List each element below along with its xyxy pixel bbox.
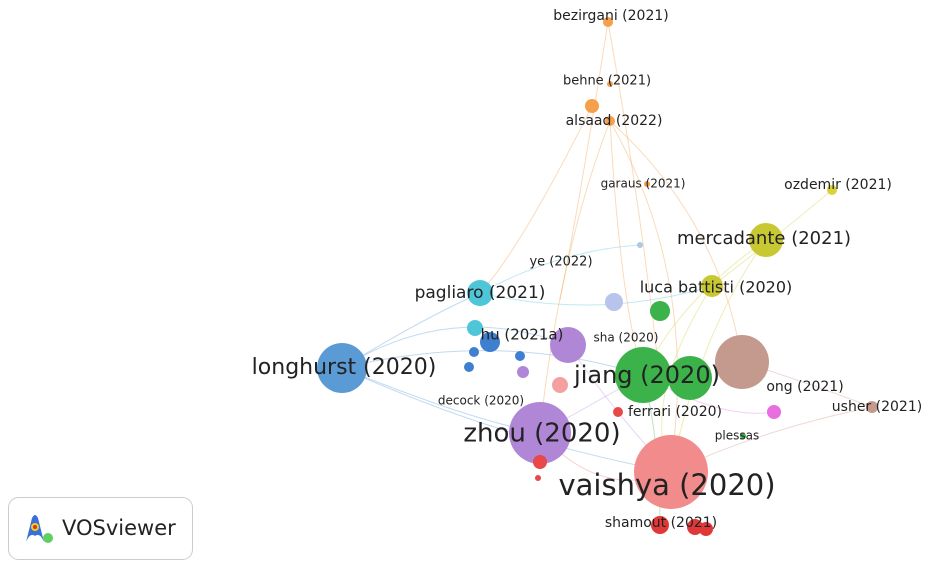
- node: [613, 407, 623, 417]
- node-label: ye (2022): [529, 255, 592, 270]
- node-label: ferrari (2020): [628, 404, 722, 420]
- node: [767, 405, 781, 419]
- node-label: garaus (2021): [601, 177, 686, 191]
- node: [552, 377, 568, 393]
- node: [533, 455, 547, 469]
- edge: [559, 21, 609, 301]
- node-label: usher (2021): [832, 399, 922, 415]
- node: [515, 351, 525, 361]
- node-label: zhou (2020): [463, 419, 620, 449]
- node: [687, 519, 703, 535]
- edge: [479, 105, 593, 294]
- node-label: ozdemir (2021): [784, 177, 892, 193]
- node-label: bezirgani (2021): [553, 8, 668, 24]
- node: [535, 475, 541, 481]
- node-label: sha (2020): [594, 331, 659, 345]
- edge: [341, 326, 569, 369]
- node-label: plessas: [715, 429, 759, 443]
- logo-box: [8, 497, 193, 560]
- node: [605, 116, 615, 126]
- node: [637, 242, 643, 248]
- node: [668, 356, 712, 400]
- edge: [341, 367, 672, 473]
- node: [550, 327, 586, 363]
- logo-icon: [33, 525, 37, 529]
- node: [650, 301, 670, 321]
- node-label: alsaad (2022): [566, 113, 663, 129]
- node-label: mercadante (2021): [677, 228, 851, 249]
- edge: [479, 244, 641, 294]
- node-label: hu (2021a): [481, 326, 564, 344]
- node: [634, 435, 708, 509]
- node: [605, 293, 623, 311]
- node-label: shamout (2021): [605, 515, 717, 531]
- node-label: vaishya (2020): [558, 468, 775, 502]
- node: [464, 362, 474, 372]
- node: [715, 335, 769, 389]
- logo-icon: [43, 533, 53, 543]
- node-label: ong (2021): [766, 379, 843, 395]
- node: [866, 401, 878, 413]
- logo: VOSviewer: [8, 497, 193, 560]
- edges: [341, 21, 873, 526]
- node: [740, 433, 746, 439]
- node: [467, 280, 493, 306]
- node: [607, 81, 613, 87]
- node: [615, 347, 671, 403]
- node: [585, 99, 599, 113]
- node-label: longhurst (2020): [252, 355, 437, 380]
- nodes: [317, 17, 878, 536]
- labels: bezirgani (2021) behne (2021) alsaad (20…: [252, 8, 923, 531]
- node-label: jiang (2020): [573, 361, 720, 389]
- node-label: pagliaro (2021): [415, 283, 546, 303]
- edge: [609, 120, 678, 471]
- node: [509, 402, 571, 464]
- node: [467, 320, 483, 336]
- node: [749, 223, 783, 257]
- node-label: behne (2021): [563, 74, 651, 89]
- edge: [607, 21, 661, 381]
- node: [469, 347, 479, 357]
- edge: [539, 120, 611, 431]
- node: [644, 181, 650, 187]
- node: [517, 366, 529, 378]
- edge: [609, 120, 743, 363]
- node-label: decock (2020): [438, 394, 524, 408]
- logo-text: VOSviewer: [62, 516, 176, 540]
- node: [827, 185, 837, 195]
- edge: [479, 285, 713, 306]
- node: [701, 275, 723, 297]
- node: [480, 332, 500, 352]
- node: [317, 343, 367, 393]
- node: [651, 516, 669, 534]
- node: [699, 522, 713, 536]
- node-label: luca battisti (2020): [640, 278, 793, 297]
- node: [603, 17, 613, 27]
- edge: [341, 350, 644, 376]
